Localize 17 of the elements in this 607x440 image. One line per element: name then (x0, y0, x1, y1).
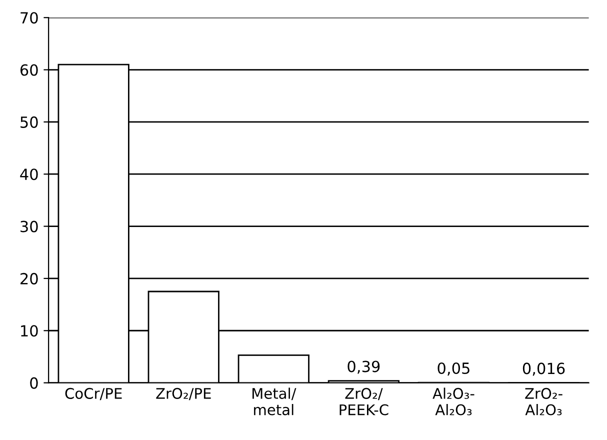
y-tick-label: 0 (30, 377, 38, 389)
y-tick-label: 40 (20, 168, 38, 180)
x-tick-label: ZrO₂/ PEEK-C (340, 388, 388, 416)
y-tick-label: 60 (20, 64, 38, 76)
data-label: 0,39 (348, 360, 380, 374)
y-tick-label: 30 (20, 220, 38, 232)
x-tick-label: Metal/ metal (252, 388, 296, 416)
y-tick-label: 20 (20, 272, 38, 284)
x-tick-label: CoCr/PE (65, 388, 122, 400)
data-label: 0,016 (522, 362, 565, 376)
data-label: 0,05 (438, 362, 470, 376)
x-tick-label: ZrO₂/PE (156, 388, 211, 400)
y-tick-label: 70 (20, 12, 38, 24)
x-tick-label: ZrO₂- Al₂O₃ (525, 388, 562, 416)
y-tick-label: 10 (21, 325, 38, 337)
y-tick-label: 50 (20, 116, 38, 128)
x-tick-label: Al₂O₃- Al₂O₃ (432, 388, 474, 416)
